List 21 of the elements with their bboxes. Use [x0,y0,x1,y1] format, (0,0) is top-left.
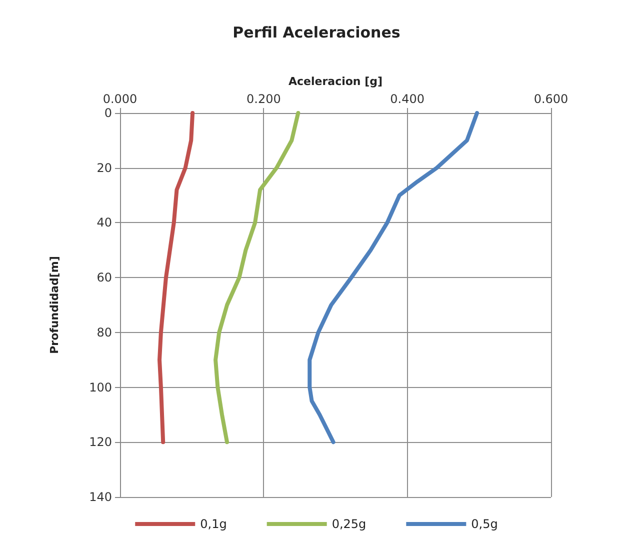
y-tick-label: 20 [96,160,112,175]
legend-label: 0,25g [332,517,366,531]
y-axis-title: Profundidad[m] [48,256,61,354]
y-tick-label: 80 [96,325,112,340]
x-tick-label: 0.000 [102,92,138,106]
y-tick-label: 0 [104,106,112,120]
line-series [214,111,300,444]
legend-label: 0,5g [471,517,498,531]
legend-label: 0,1g [200,517,227,531]
y-tick-label: 120 [89,435,112,450]
y-tick-label: 40 [96,216,112,230]
chart-title: Perfil Aceleraciones [232,24,400,42]
y-tick-label: 140 [89,490,112,504]
y-tick-label: 60 [96,270,112,285]
line-series [308,111,480,444]
x-axis-title: Aceleracion [g] [288,75,383,88]
x-tick-label: 0.600 [534,92,568,106]
y-tick-label: 100 [89,380,112,394]
line-series [158,111,195,444]
x-tick-label: 0.400 [390,92,425,106]
x-tick-label: 0.200 [246,92,281,106]
